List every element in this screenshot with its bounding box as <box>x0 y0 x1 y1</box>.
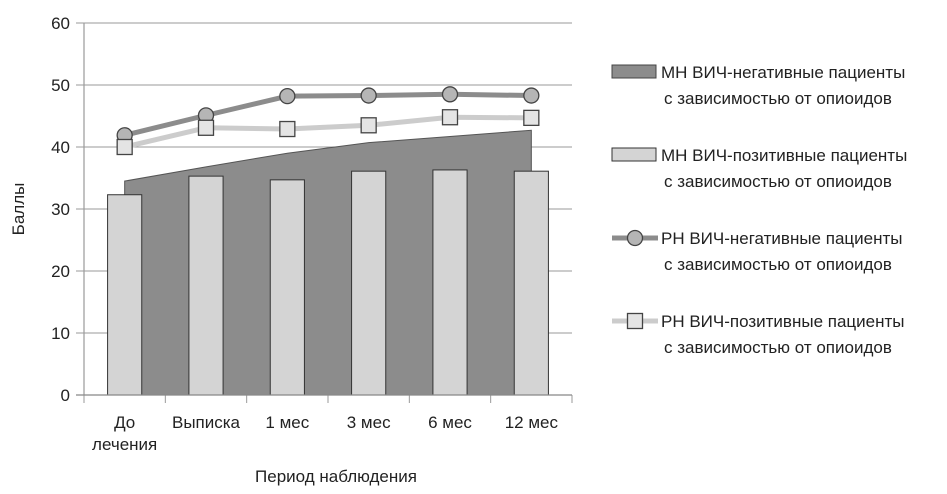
legend-label: с зависимостью от опиоидов <box>664 338 892 357</box>
legend-label: МН ВИЧ-негативные пациенты <box>661 63 905 82</box>
y-tick-label: 10 <box>51 324 70 343</box>
bar <box>188 175 224 396</box>
point-marker <box>523 87 540 104</box>
legend-label: с зависимостью от опиоидов <box>664 89 892 108</box>
x-tick-label: 1 мес <box>265 413 309 432</box>
x-tick-label: Выписка <box>172 413 241 432</box>
legend-marker <box>626 229 644 247</box>
area-series <box>124 129 532 396</box>
legend-item: МН ВИЧ-негативные пациенты с зависимостью… <box>611 63 905 108</box>
y-tick-label: 40 <box>51 138 70 157</box>
legend-marker <box>626 312 644 330</box>
series-line <box>124 91 532 138</box>
area-layer <box>124 129 532 396</box>
y-tick-label: 50 <box>51 76 70 95</box>
legend-label: с зависимостью от опиоидов <box>664 255 892 274</box>
point-marker <box>279 120 296 138</box>
y-tick-label: 60 <box>51 14 70 33</box>
y-axis-title: Баллы <box>9 183 28 236</box>
point-marker <box>441 109 459 126</box>
bar <box>107 194 143 396</box>
x-tick-label: 3 мес <box>347 413 391 432</box>
legend-label: РН ВИЧ-позитивные пациенты <box>661 312 905 331</box>
bar <box>432 169 468 396</box>
line-layer <box>116 86 540 156</box>
y-tick-label: 0 <box>61 386 70 405</box>
y-tick-label: 20 <box>51 262 70 281</box>
legend-swatch <box>611 64 657 79</box>
x-axis-title: Период наблюдения <box>255 467 417 486</box>
bar <box>269 179 305 396</box>
x-tick-label: 12 мес <box>505 413 559 432</box>
legend-item: РН ВИЧ-негативные пациенты с зависимостью… <box>612 229 902 274</box>
legend-label: РН ВИЧ-негативные пациенты <box>661 229 902 248</box>
x-tick-label: 6 мес <box>428 413 472 432</box>
point-marker <box>360 87 377 104</box>
legend-label: с зависимостью от опиоидов <box>664 172 892 191</box>
axis-layer: 0 10 20 30 40 50 60 До лечения Выписка 1 мес 3 мес 6… <box>9 14 573 486</box>
x-tick-label: лечения <box>92 435 157 454</box>
point-marker <box>523 109 540 127</box>
point-marker <box>441 86 459 103</box>
series-line <box>124 114 532 150</box>
y-tick-label: 30 <box>51 200 70 219</box>
x-tick-label: До <box>114 413 135 432</box>
point-marker <box>116 138 133 156</box>
point-marker <box>197 119 215 136</box>
bar-layer <box>107 169 549 396</box>
legend-swatch <box>611 147 657 162</box>
point-marker <box>279 88 296 105</box>
legend-item: РН ВИЧ-позитивные пациенты с зависимостью… <box>612 312 905 357</box>
legend-item: МН ВИЧ-позитивные пациенты с зависимостью… <box>611 146 907 191</box>
point-marker <box>360 117 377 134</box>
legend-label: МН ВИЧ-позитивные пациенты <box>661 146 907 165</box>
bar <box>351 170 387 396</box>
bar <box>513 170 549 396</box>
legend-layer: МН ВИЧ-негативные пациенты с зависимостью… <box>611 63 907 357</box>
